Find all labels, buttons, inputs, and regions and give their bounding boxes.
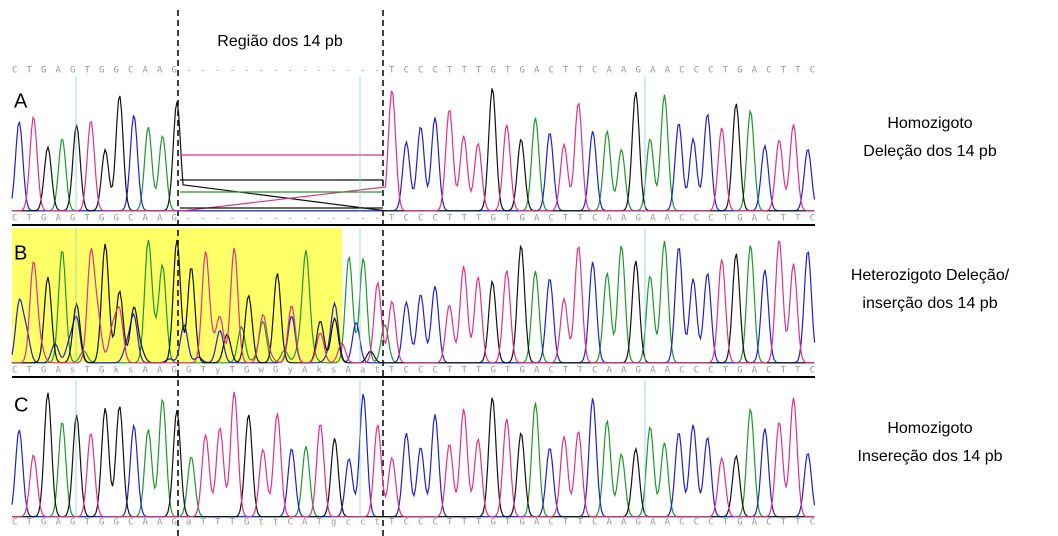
trace — [12, 88, 815, 210]
panel-label: B — [14, 242, 27, 264]
sequence: CTGAGTGGCAAG--------------TCCCTTTGTGACTT… — [12, 66, 815, 76]
panel-description: Insereção dos 14 pb — [858, 448, 1003, 465]
sequence: CTGAGTGGCAAG--------------TCCCTTTGTGACTT… — [12, 214, 815, 224]
trace — [12, 392, 815, 517]
panel-description: Homozigoto — [887, 420, 972, 437]
panel-description: Heterozigoto Deleção/ — [851, 267, 1010, 284]
panel-description: inserção dos 14 pb — [862, 295, 997, 312]
panel-label: A — [14, 90, 28, 112]
highlight — [12, 228, 342, 362]
trace — [12, 91, 815, 211]
trace — [12, 95, 815, 211]
trace — [12, 393, 815, 517]
sequence: CTGAGTGGCAAGaTTTGttCATgcctTCCCTTTGTGACTT… — [12, 518, 815, 528]
trace — [12, 400, 815, 516]
figure: Região dos 14 pb CTGAGTGGCAAG-----------… — [0, 0, 1058, 536]
sequence: CTGAsTGksAAGGTyTGwGyAksAatTCCCTTTGTGACTT… — [12, 366, 815, 376]
region-label: Região dos 14 pb — [217, 33, 343, 50]
panel-description: Homozigoto — [887, 115, 972, 132]
trace — [12, 115, 815, 211]
trace — [12, 394, 815, 517]
panel-label: C — [14, 394, 28, 416]
panel-description: Deleção dos 14 pb — [863, 143, 997, 160]
